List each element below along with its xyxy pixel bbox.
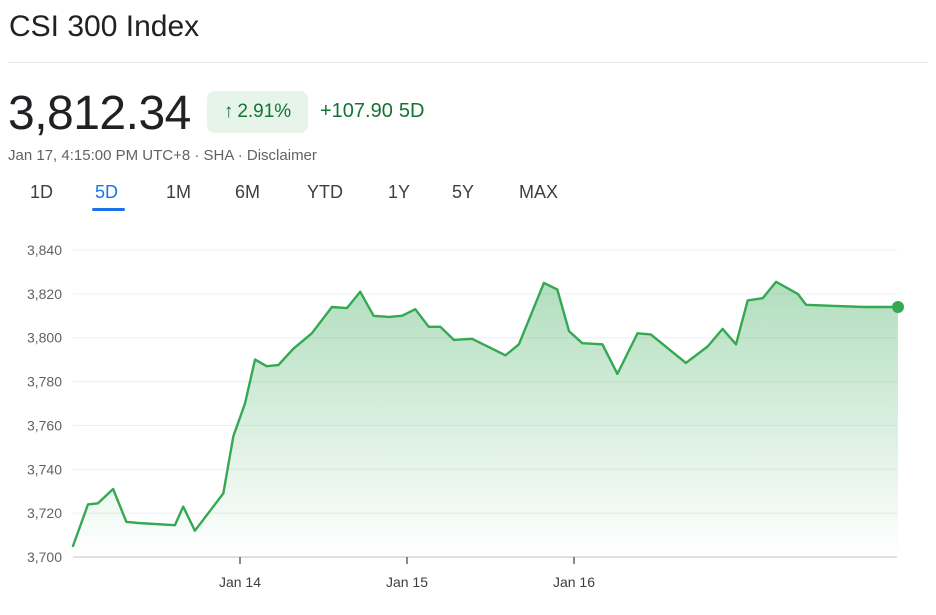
quote-meta: Jan 17, 4:15:00 PM UTC+8 · SHA · Disclai… (8, 147, 317, 164)
y-tick-label: 3,700 (27, 549, 62, 565)
tab-1m[interactable]: 1M (166, 182, 192, 202)
exchange-code: SHA (203, 147, 234, 164)
y-tick-label: 3,760 (27, 417, 62, 433)
tab-ytd[interactable]: YTD (307, 182, 343, 202)
current-value-dot (891, 301, 904, 314)
page-title: CSI 300 Index (9, 10, 200, 43)
y-tick-label: 3,740 (27, 461, 62, 477)
change-period: 5D (398, 100, 425, 122)
active-tab-indicator (92, 208, 125, 211)
change-absolute-value: +107.90 (320, 100, 393, 122)
quote-timestamp: Jan 17, 4:15:00 PM UTC+8 (8, 147, 191, 164)
y-tick-label: 3,840 (27, 242, 62, 258)
tab-1d[interactable]: 1D (30, 182, 54, 202)
tab-5d[interactable]: 5D (95, 182, 119, 202)
header-divider (8, 62, 928, 63)
y-tick-label: 3,780 (27, 374, 62, 390)
meta-separator: · (194, 147, 204, 164)
y-tick-label: 3,720 (27, 505, 62, 521)
change-percent-value: 2.91% (237, 101, 292, 122)
y-tick-label: 3,800 (27, 330, 62, 346)
x-tick-label: Jan 16 (553, 574, 595, 590)
disclaimer-link[interactable]: Disclaimer (246, 147, 317, 164)
current-price: 3,812.34 (8, 87, 191, 140)
tab-max[interactable]: MAX (519, 182, 559, 202)
change-percent-badge: ↑ 2.91% (207, 91, 308, 133)
price-area-fill (73, 281, 898, 557)
change-absolute: +107.90 5D (320, 100, 430, 123)
x-tick-label: Jan 14 (219, 574, 261, 590)
y-tick-label: 3,820 (27, 286, 62, 302)
price-line (71, 280, 900, 548)
tab-1y[interactable]: 1Y (388, 182, 411, 202)
tab-5y[interactable]: 5Y (452, 182, 475, 202)
arrow-up-icon: ↑ (223, 101, 234, 122)
meta-separator: · (237, 147, 247, 164)
tab-6m[interactable]: 6M (235, 182, 261, 202)
x-tick-label: Jan 15 (386, 574, 428, 590)
